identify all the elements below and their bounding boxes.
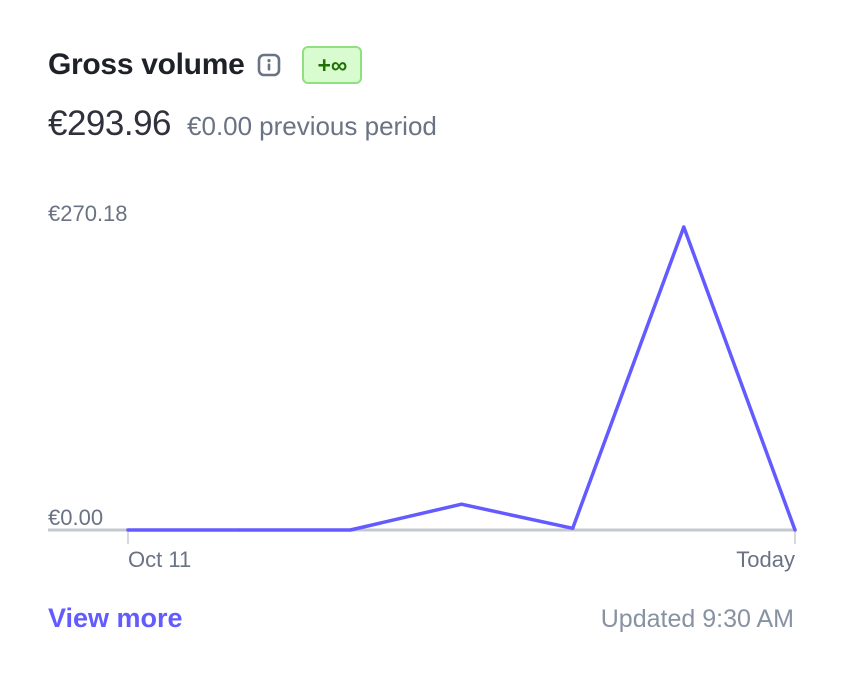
- data-point: [348, 528, 352, 532]
- total-amount: €293.96: [48, 104, 172, 143]
- previous-amount: €0.00: [187, 111, 253, 141]
- data-point: [682, 225, 686, 229]
- y-tick-label-min: €0.00: [48, 505, 103, 530]
- previous-period: €0.00 previous period: [187, 111, 437, 142]
- updated-label: Updated: [600, 605, 696, 633]
- y-tick-label-max: €270.18: [48, 201, 128, 226]
- data-point: [793, 528, 797, 532]
- view-more-link[interactable]: View more: [48, 603, 183, 633]
- previous-label: previous period: [259, 111, 437, 141]
- series-line: [126, 225, 797, 532]
- chart-title: Gross volume: [48, 48, 245, 81]
- x-tick-label-end: Today: [736, 547, 795, 572]
- data-point: [126, 528, 130, 532]
- data-point: [237, 528, 241, 532]
- data-points: [126, 225, 797, 532]
- info-icon[interactable]: [256, 52, 282, 78]
- x-tick-label-start: Oct 11: [128, 547, 191, 572]
- chart-header: Gross volume +∞: [48, 44, 363, 86]
- data-point: [571, 526, 575, 530]
- change-badge: +∞: [302, 46, 363, 84]
- data-point: [459, 502, 464, 506]
- updated-status: Updated 9:30 AM: [601, 605, 794, 634]
- summary-row: €293.96 €0.00 previous period: [48, 104, 437, 144]
- updated-time: 9:30 AM: [702, 605, 794, 633]
